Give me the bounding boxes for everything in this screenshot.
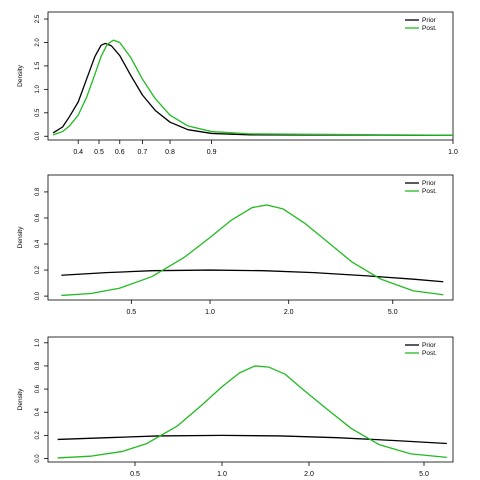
y-axis-label: Density bbox=[17, 388, 24, 410]
plot-frame bbox=[47, 11, 454, 141]
y-tick-label: 0.2 bbox=[35, 265, 41, 274]
legend-label: Post. bbox=[422, 350, 437, 357]
y-tick-label: 0.0 bbox=[35, 131, 41, 140]
y-tick-label: 0.8 bbox=[35, 361, 41, 370]
legend-label: Prior bbox=[422, 342, 437, 349]
x-tick-label: 0.4 bbox=[73, 149, 83, 156]
y-axis-label: Density bbox=[17, 64, 24, 86]
y-tick-label: 0.2 bbox=[35, 431, 41, 440]
series-line-post bbox=[57, 365, 447, 459]
chart-panel-2: 0.5 1.0 2.0 5.0 0.0 0.2 0.4 0.6 0.8 Density PriorP… bbox=[17, 174, 454, 316]
legend-label: Prior bbox=[422, 180, 437, 187]
y-tick-label: 0.8 bbox=[35, 187, 41, 196]
x-tick-label: 5.0 bbox=[388, 309, 398, 316]
series-line-prior bbox=[57, 434, 447, 445]
x-tick-label: 2.0 bbox=[284, 309, 294, 316]
x-tick-label: 0.6 bbox=[115, 149, 125, 156]
plot-frame bbox=[47, 174, 454, 301]
y-tick-label: 0.0 bbox=[35, 454, 41, 463]
y-tick-label: 0.5 bbox=[35, 108, 41, 117]
x-tick-label: 0.9 bbox=[207, 149, 217, 156]
series-line-prior bbox=[52, 42, 454, 136]
plot-frame bbox=[47, 336, 454, 463]
x-tick-label: 1.0 bbox=[205, 309, 215, 316]
x-tick-label: 0.5 bbox=[130, 471, 140, 478]
y-tick-label: 2.0 bbox=[35, 38, 41, 47]
y-tick-label: 0.4 bbox=[35, 407, 41, 416]
series-line-post bbox=[61, 204, 444, 297]
y-tick-label: 1.0 bbox=[35, 85, 41, 94]
series-line-prior bbox=[61, 269, 444, 283]
x-tick-label: 0.8 bbox=[165, 149, 175, 156]
y-tick-label: 0.6 bbox=[35, 384, 41, 393]
x-tick-label: 0.5 bbox=[94, 149, 104, 156]
chart-panel-3: 0.5 1.0 2.0 5.0 0.0 0.2 0.4 0.6 0.8 1.0 Density Pri… bbox=[17, 336, 454, 478]
x-tick-label: 2.0 bbox=[304, 471, 314, 478]
legend-label: Post. bbox=[422, 25, 437, 32]
x-tick-label: 0.7 bbox=[138, 149, 148, 156]
legend-label: Prior bbox=[422, 17, 437, 24]
y-tick-label: 0.4 bbox=[35, 239, 41, 248]
y-tick-label: 1.5 bbox=[35, 61, 41, 70]
y-tick-label: 0.0 bbox=[35, 291, 41, 300]
x-tick-label: 1.0 bbox=[448, 149, 458, 156]
y-axis-label: Density bbox=[17, 226, 24, 248]
legend-label: Post. bbox=[422, 188, 437, 195]
y-tick-label: 1.0 bbox=[35, 338, 41, 347]
chart-panel-1: 0.4 0.5 0.6 0.7 0.8 0.9 1.0 0.0 0.5 1.0 1.5 2.0 2.5 D… bbox=[17, 11, 458, 156]
y-tick-label: 0.6 bbox=[35, 213, 41, 222]
x-tick-label: 5.0 bbox=[419, 471, 429, 478]
y-tick-label: 2.5 bbox=[35, 14, 41, 23]
x-tick-label: 0.5 bbox=[126, 309, 136, 316]
x-tick-label: 1.0 bbox=[217, 471, 227, 478]
series-line-post bbox=[52, 39, 454, 136]
